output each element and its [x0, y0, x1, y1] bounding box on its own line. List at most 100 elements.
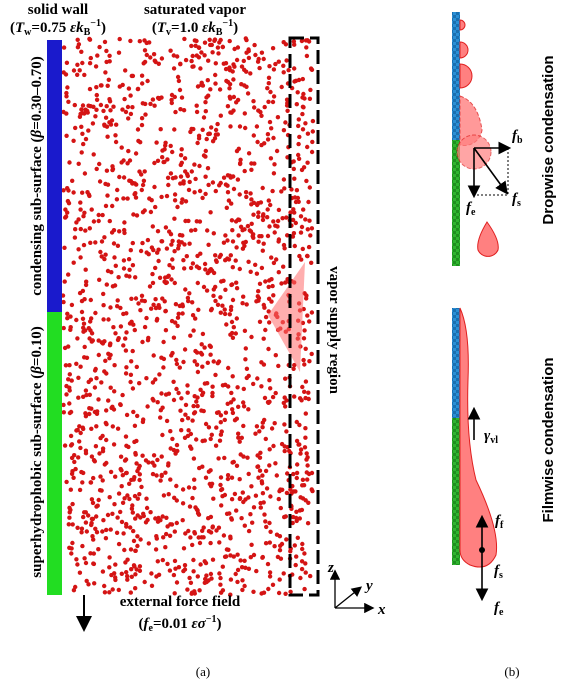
force-fe-film: fe: [494, 600, 504, 618]
particle: [114, 122, 119, 127]
particle: [200, 464, 205, 469]
particle: [267, 574, 273, 579]
particle: [139, 73, 145, 78]
particle: [75, 336, 80, 341]
particle: [198, 387, 203, 392]
particle: [83, 414, 89, 419]
particle: [300, 76, 305, 82]
particle: [186, 428, 191, 433]
caption-a: (a): [196, 664, 210, 679]
particle: [269, 299, 274, 304]
particle: [94, 514, 99, 519]
supply-label: vapor supply region: [326, 266, 342, 394]
particle: [192, 38, 197, 43]
particle: [201, 153, 207, 158]
particle: [213, 188, 218, 194]
particle: [272, 544, 277, 549]
particle: [178, 181, 183, 186]
particle: [128, 93, 133, 98]
particle: [133, 296, 139, 301]
particle: [265, 132, 271, 137]
particle: [205, 360, 210, 365]
particle: [291, 39, 297, 44]
particle: [211, 293, 216, 298]
particle: [171, 66, 177, 71]
particle: [266, 346, 271, 352]
particle: [234, 57, 240, 63]
particle: [190, 53, 195, 59]
particle: [171, 53, 176, 58]
particle: [138, 308, 143, 313]
particle: [246, 407, 251, 412]
particle: [172, 192, 178, 197]
particle: [185, 173, 190, 179]
particle: [109, 270, 114, 275]
particle: [276, 59, 281, 64]
particle: [161, 339, 166, 345]
particle: [146, 541, 151, 546]
particle: [90, 534, 95, 539]
particle: [95, 409, 100, 414]
particle: [94, 97, 100, 103]
particle: [129, 567, 134, 572]
particle: [118, 509, 123, 515]
particle: [234, 245, 239, 250]
particle: [167, 568, 173, 573]
particle: [263, 468, 269, 474]
particle: [125, 574, 130, 579]
particle: [164, 515, 169, 520]
particle: [304, 53, 310, 59]
particle: [64, 392, 69, 397]
particle: [178, 408, 183, 413]
particle: [238, 157, 243, 162]
particle: [172, 216, 177, 221]
particle: [186, 298, 191, 304]
particle: [278, 543, 283, 548]
particle: [265, 233, 271, 239]
particle: [101, 303, 106, 308]
particle: [175, 315, 181, 320]
particle: [71, 260, 76, 265]
particle: [309, 310, 315, 315]
particle: [167, 263, 172, 268]
particle: [291, 366, 296, 371]
particle: [249, 221, 254, 226]
particle: [100, 433, 105, 439]
particle: [309, 67, 315, 73]
particle: [296, 442, 301, 447]
particle: [159, 56, 165, 61]
particle: [196, 136, 202, 141]
particle: [192, 394, 197, 399]
particle: [128, 248, 133, 253]
particle: [119, 484, 124, 489]
particle: [221, 61, 226, 66]
particle: [196, 265, 202, 271]
particle: [94, 530, 100, 535]
particle: [83, 510, 89, 515]
particle: [201, 284, 207, 290]
particle: [230, 239, 236, 244]
particle: [168, 48, 173, 53]
particle: [134, 364, 139, 370]
particle: [260, 185, 265, 191]
particle: [81, 321, 87, 326]
particle: [116, 587, 122, 593]
particle: [116, 275, 121, 280]
particle: [67, 410, 73, 416]
particle: [268, 529, 273, 534]
particle: [172, 249, 177, 254]
particle: [271, 293, 276, 298]
particle: [182, 36, 187, 42]
particle: [195, 403, 200, 409]
axes-icon: [329, 569, 375, 614]
particle: [218, 310, 223, 315]
particle: [123, 560, 128, 565]
particle: [104, 59, 109, 65]
particle: [260, 491, 266, 496]
particle: [127, 158, 133, 163]
particle: [297, 134, 302, 140]
particle: [193, 176, 198, 182]
particle: [299, 559, 305, 564]
particle: [129, 506, 135, 511]
particle: [235, 45, 241, 50]
